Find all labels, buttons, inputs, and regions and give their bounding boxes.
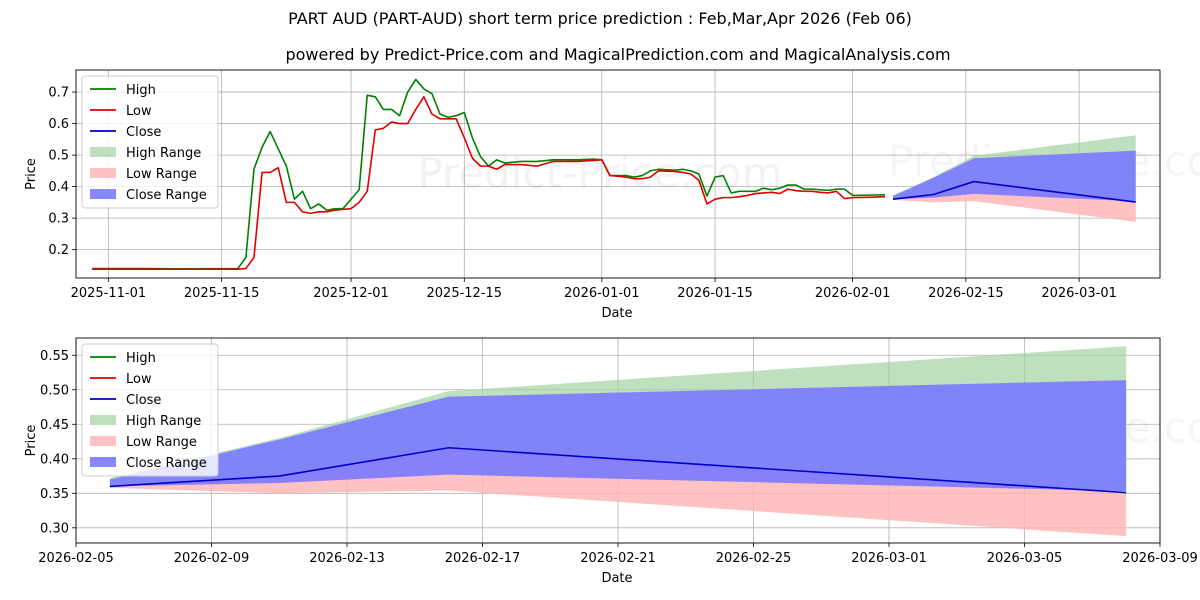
legend-item: Low xyxy=(90,372,152,387)
legend-label: Close Range xyxy=(126,456,207,471)
legend-area-swatch xyxy=(90,415,116,425)
legend-area-swatch xyxy=(90,436,116,446)
x-tick-label: 2026-02-17 xyxy=(445,551,521,566)
legend-item: Low xyxy=(90,104,152,119)
x-tick-label: 2026-02-21 xyxy=(580,551,656,566)
legend-label: Low Range xyxy=(126,167,197,182)
x-axis-label: Date xyxy=(601,306,632,321)
legend-label: Low Range xyxy=(126,435,197,450)
legend-area-swatch xyxy=(90,457,116,467)
ticks: 2026-02-05 2026-02-09 2026-02-13 2026-02-17… xyxy=(38,349,1198,566)
y-tick-label: 0.2 xyxy=(48,243,69,258)
close-line xyxy=(109,446,1127,494)
x-tick-label: 2026-01-01 xyxy=(564,286,640,301)
low-line xyxy=(92,95,885,270)
y-tick-label: 0.55 xyxy=(40,349,69,364)
legend: High Low Close High Range Low Range Close Ran… xyxy=(81,75,219,209)
close-line xyxy=(892,180,1136,203)
y-tick-label: 0.50 xyxy=(40,383,69,398)
legend-item: Low Range xyxy=(90,167,197,182)
high-line xyxy=(92,78,885,270)
x-tick-label: 2026-03-01 xyxy=(851,551,927,566)
legend-label: Close xyxy=(126,125,161,140)
chart-title: PART AUD (PART-AUD) short term price pre… xyxy=(288,9,912,28)
x-tick-label: 2026-02-01 xyxy=(815,286,891,301)
ticks: 2025-11-01 2025-11-15 2025-12-01 2025-12-15… xyxy=(48,86,1117,301)
y-tick-label: 0.45 xyxy=(40,418,69,433)
x-axis-label: Date xyxy=(601,571,632,586)
y-axis-label: Price xyxy=(24,425,39,457)
y-tick-label: 0.30 xyxy=(40,521,69,536)
legend-label: Close Range xyxy=(126,188,207,203)
x-tick-label: 2026-02-25 xyxy=(716,551,792,566)
x-tick-label: 2026-03-09 xyxy=(1122,551,1198,566)
legend-item: Low Range xyxy=(90,435,197,450)
legend-item: Close xyxy=(90,393,161,408)
legend-label: Low xyxy=(126,372,152,387)
x-tick-label: 2026-03-05 xyxy=(987,551,1063,566)
legend-item: High xyxy=(90,351,156,366)
x-tick-label: 2026-03-01 xyxy=(1041,286,1117,301)
x-tick-label: 2026-02-09 xyxy=(174,551,250,566)
legend-label: Close xyxy=(126,393,161,408)
x-tick-label: 2026-02-15 xyxy=(928,286,1004,301)
chart-subtitle: powered by Predict-Price.com and Magical… xyxy=(285,45,951,64)
x-tick-label: 2025-11-15 xyxy=(184,286,260,301)
y-tick-label: 0.4 xyxy=(48,180,69,195)
legend-item: Close Range xyxy=(90,188,207,203)
chart-panel-2: Predict-Price.comPredict-Price.com2026-0… xyxy=(24,337,1200,586)
y-tick-label: 0.5 xyxy=(48,149,69,164)
y-tick-label: 0.7 xyxy=(48,86,69,101)
legend-area-swatch xyxy=(90,168,116,178)
legend-item: High Range xyxy=(90,146,201,161)
legend: High Low Close High Range Low Range Close Ran… xyxy=(81,343,219,477)
legend-area-swatch xyxy=(90,147,116,157)
legend-label: High Range xyxy=(126,146,201,161)
legend-item: High Range xyxy=(90,414,201,429)
legend-label: High Range xyxy=(126,414,201,429)
y-tick-label: 0.40 xyxy=(40,452,69,467)
watermark: Predict-Price.com xyxy=(417,149,782,198)
plot-area xyxy=(92,78,1136,270)
y-tick-label: 0.6 xyxy=(48,117,69,132)
x-tick-label: 2026-01-15 xyxy=(677,286,753,301)
plot-area xyxy=(109,346,1127,537)
x-tick-label: 2025-11-01 xyxy=(71,286,147,301)
axes-frame xyxy=(75,69,1161,279)
legend-item: Close xyxy=(90,125,161,140)
legend-item: High xyxy=(90,83,156,98)
chart-panel-1: Predict-Price.comPredict-Price.com2025-1… xyxy=(24,69,1200,321)
y-axis-label: Price xyxy=(24,158,39,190)
x-tick-label: 2025-12-15 xyxy=(427,286,503,301)
grid xyxy=(76,70,1160,278)
y-tick-label: 0.3 xyxy=(48,212,69,227)
x-tick-label: 2026-02-13 xyxy=(309,551,385,566)
x-tick-label: 2025-12-01 xyxy=(313,286,389,301)
y-tick-label: 0.35 xyxy=(40,487,69,502)
close-range-area xyxy=(109,380,1127,492)
legend-item: Close Range xyxy=(90,456,207,471)
legend-area-swatch xyxy=(90,189,116,199)
legend-label: High xyxy=(126,351,156,366)
x-tick-label: 2026-02-05 xyxy=(38,551,114,566)
legend-label: High xyxy=(126,83,156,98)
legend-label: Low xyxy=(126,104,152,119)
